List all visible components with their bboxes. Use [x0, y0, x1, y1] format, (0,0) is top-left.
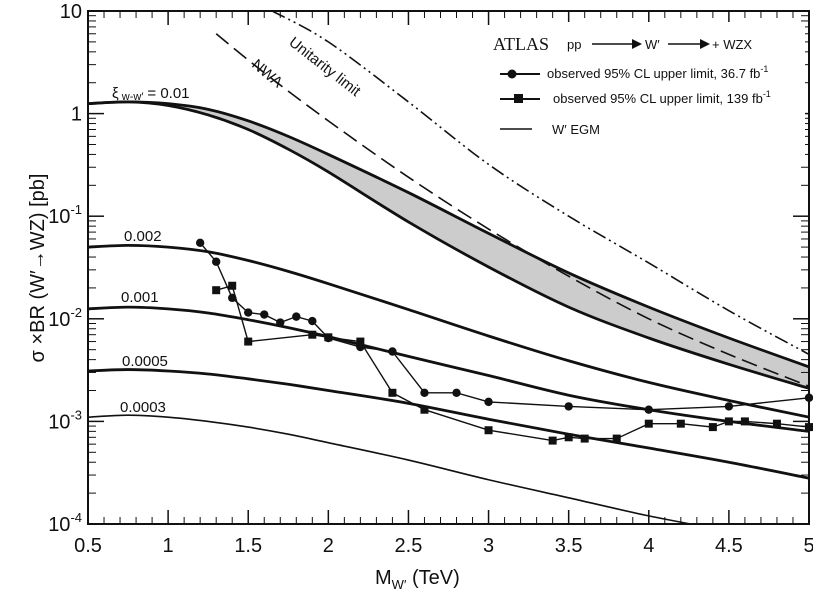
xi-label: ξ w-w′ = 0.01 [112, 85, 190, 103]
observed-limits [195, 238, 813, 445]
y-tick-label: 1 [71, 104, 82, 126]
x-axis-title: MW′ (TeV) [375, 567, 460, 592]
obs-139-point [612, 434, 621, 443]
obs-36-7-point [292, 312, 301, 321]
obs-139-point [580, 434, 589, 443]
x-tick-label: 4 [643, 535, 654, 557]
axis-ticks [87, 10, 810, 525]
unitarity-curve [271, 11, 809, 356]
xi-0.01-band [88, 101, 809, 389]
obs-139-line [216, 284, 810, 442]
x-tick-label: 0.5 [74, 535, 102, 557]
obs-36-7-point [244, 308, 253, 317]
x-tick-label: 4.5 [715, 535, 743, 557]
legend-arrow-2 [668, 39, 710, 49]
obs-36-7-point [452, 388, 461, 397]
plot-frame [87, 10, 810, 525]
x-tick-label: 1 [163, 535, 174, 557]
obs-139-point [772, 419, 781, 428]
x-tick-label: 1.5 [234, 535, 262, 557]
nwa-curve [215, 33, 809, 388]
obs-36-7-point [388, 347, 397, 356]
xi-0.01-upper-curve [88, 100, 809, 369]
curve-0.0003 [88, 414, 695, 524]
label-0.0003: 0.0003 [120, 399, 166, 416]
obs-36-7-point [724, 402, 734, 411]
legend-background [490, 22, 805, 162]
band-fill [88, 101, 809, 389]
obs-139-point [484, 426, 493, 435]
obs-139-point [228, 281, 237, 290]
legend-entry-1: observed 95% CL upper limit, 36.7 fb-1 [547, 64, 768, 81]
y-tick-label: 10-1 [48, 202, 82, 228]
x-tick-label: 3.5 [555, 535, 583, 557]
y-axis-title: σ ×BR (W′→WZ) [pb] [27, 174, 49, 363]
y-tick-label: 10-3 [48, 407, 82, 433]
curve-0.002 [88, 243, 809, 419]
obs-139-point [244, 337, 253, 346]
label-0.001: 0.001 [121, 289, 159, 306]
legend-process-final: + WZX [712, 37, 752, 52]
obs-139-point [740, 417, 749, 426]
y-tick-label: 10 [60, 1, 82, 23]
legend-marker-square [514, 94, 523, 103]
obs-139-point [308, 330, 317, 339]
label-0.0005: 0.0005 [122, 353, 168, 370]
curve-labels: ξ w-w′ = 0.01 0.002 0.001 0.0005 0.0003 U… [112, 34, 364, 416]
curve-0.001 [88, 305, 809, 433]
obs-139-point [212, 286, 221, 295]
legend: ATLAS pp W′ + WZX observed 95% CL upper … [490, 22, 805, 162]
obs-36-7-point [228, 293, 237, 303]
obs-139-point [644, 419, 653, 428]
obs-36-7-point [276, 318, 285, 327]
label-0.002: 0.002 [124, 228, 162, 245]
obs-139-point [420, 405, 429, 414]
obs-139-point [708, 423, 717, 432]
xi-0.01-lower-curve [88, 100, 809, 390]
legend-entry-3: W′ EGM [552, 122, 600, 137]
obs-139-point [676, 419, 685, 428]
obs-36-7-point [211, 257, 221, 266]
obs-36-7-point [564, 402, 573, 411]
axis-tick-labels: 0.5 1 1.5 2 2.5 3 3.5 4 4.5 5 10 1 10-1 10-2 10-3 10-4 [48, 1, 813, 557]
y-tick-label: 10-2 [48, 305, 82, 331]
obs-36-7-point [260, 310, 269, 319]
legend-entry-2: observed 95% CL upper limit, 139 fb-1 [553, 89, 771, 106]
x-tick-label: 2 [323, 535, 334, 557]
curve-0.0005 [88, 368, 809, 480]
label-unitarity: Unitarity limit [286, 34, 365, 101]
legend-process-pp: pp [567, 37, 581, 52]
obs-36-7-point [195, 238, 205, 248]
x-tick-label: 2.5 [395, 535, 423, 557]
y-tick-label: 10-4 [48, 510, 82, 536]
x-tick-label: 5 [803, 535, 813, 557]
obs-36-7-point [308, 316, 317, 326]
obs-139-point [388, 388, 397, 397]
obs-36-7-point [420, 388, 429, 397]
obs-36-7-point [644, 405, 653, 414]
legend-process-wprime: W′ [645, 37, 660, 52]
legend-experiment: ATLAS [493, 34, 549, 54]
legend-marker-circle [507, 69, 517, 79]
legend-arrow-1 [592, 39, 642, 49]
obs-36-7-point [484, 397, 493, 407]
obs-139-point [564, 433, 573, 442]
obs-139-point [548, 436, 557, 445]
obs-139-point [356, 337, 365, 346]
obs-139-point [324, 333, 333, 342]
obs-139-point [724, 417, 733, 426]
x-tick-label: 3 [483, 535, 494, 557]
